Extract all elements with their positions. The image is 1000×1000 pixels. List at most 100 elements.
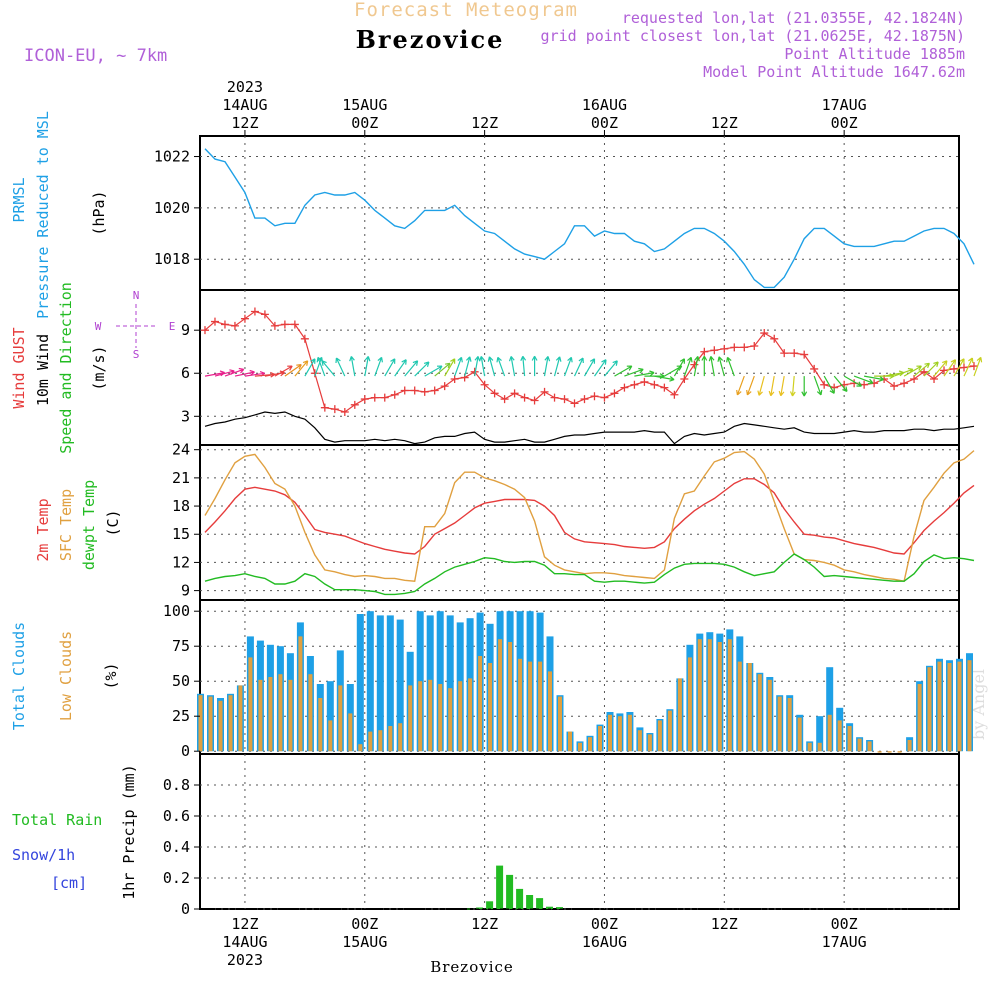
gust-marker: [410, 386, 419, 395]
wind-direction-arrow: [444, 358, 456, 377]
wind-direction-arrow: [913, 362, 930, 377]
gust-marker: [770, 334, 779, 343]
wind-direction-arrow: [321, 360, 336, 377]
low-cloud-bar: [538, 661, 543, 752]
wind-direction-arrow: [594, 359, 607, 377]
low-cloud-bar: [837, 720, 842, 752]
low-cloud-bar: [917, 684, 922, 752]
gust-marker: [780, 349, 789, 358]
wind-direction-arrow: [789, 376, 796, 397]
wind-direction-arrow: [573, 357, 584, 377]
low-cloud-bar: [687, 657, 692, 752]
watermark: by Angel: [969, 669, 988, 740]
y-tick-label: 3: [181, 407, 190, 425]
gust-marker: [360, 395, 369, 404]
gust-marker: [240, 314, 249, 323]
wind-direction-arrow: [479, 356, 486, 377]
low-cloud-bar: [657, 720, 662, 752]
wind-direction-arrow: [531, 355, 538, 377]
y-tick-label: 0: [181, 900, 190, 918]
y-tick-label: 18: [172, 497, 190, 515]
rain-bar: [486, 901, 494, 910]
total-cloud-bar: [396, 619, 404, 752]
temp-dewpt-label: dewpt Temp: [80, 480, 98, 570]
low-cloud-bar: [887, 751, 892, 753]
wind-direction-arrow: [708, 356, 715, 377]
gust-marker: [330, 405, 339, 414]
top-time-label: 00Z: [351, 114, 378, 132]
wind-direction-arrow: [693, 356, 700, 377]
low-cloud-bar: [198, 695, 203, 752]
wind-unit-label: (m/s): [90, 345, 108, 390]
low-cloud-bar: [498, 639, 503, 752]
low-cloud-bar: [368, 731, 373, 752]
gust-marker: [800, 350, 809, 359]
wind-direction-arrow: [284, 364, 302, 377]
gust-marker: [450, 374, 459, 383]
gust-marker: [680, 374, 689, 383]
wind-direction-arrow: [634, 370, 655, 377]
wind-direction-arrow: [801, 376, 808, 397]
low-cloud-bar: [448, 688, 453, 752]
top-time-label: 00Z: [831, 114, 858, 132]
rain-bar: [476, 907, 484, 909]
bottom-time-label: 16AUG: [582, 933, 627, 951]
gust-marker: [540, 387, 549, 396]
y-tick-label: 75: [172, 637, 190, 655]
wind-panel: [199, 289, 960, 446]
bottom-time-label: 14AUG: [222, 933, 267, 951]
gust-marker: [580, 395, 589, 404]
gust-marker: [590, 392, 599, 401]
gust-marker: [420, 387, 429, 396]
wind-direction-arrow: [224, 367, 245, 377]
wind-direction-arrow: [833, 375, 848, 392]
rain-bar: [496, 865, 504, 909]
rain-bar: [506, 874, 514, 909]
wind-direction-arrow: [464, 356, 472, 377]
low-cloud-bar: [817, 742, 822, 752]
gust-marker: [280, 320, 289, 329]
low-clouds-label: Low Clouds: [57, 631, 75, 721]
gust-marker: [860, 380, 869, 389]
low-cloud-bar: [777, 696, 782, 752]
gust-marker: [910, 374, 919, 383]
gust-marker: [600, 393, 609, 402]
low-cloud-bar: [717, 642, 722, 752]
wind-direction-arrow: [508, 356, 516, 377]
wind-10m-label: 10m Wind: [34, 334, 52, 406]
compass-cross: [116, 304, 156, 348]
gust-marker: [810, 364, 819, 373]
requested-coords: requested lon,lat (21.0355E, 42.1824N): [622, 9, 965, 27]
wind-direction-arrow: [943, 359, 957, 377]
wind-direction-arrow: [543, 356, 551, 377]
gust-marker: [700, 347, 709, 356]
low-cloud-bar: [697, 639, 702, 752]
precip-panel: [199, 753, 960, 910]
temp-2m-label: 2m Temp: [34, 498, 52, 561]
compass-e: E: [169, 320, 176, 333]
wind-direction-arrow: [335, 357, 346, 377]
rain-bar: [526, 895, 534, 909]
wind-direction-arrow: [374, 356, 383, 377]
low-cloud-bar: [558, 696, 562, 752]
low-cloud-bar: [268, 677, 273, 752]
total-cloud-bar: [826, 667, 834, 752]
wind-direction-arrow: [520, 355, 527, 377]
gust-marker: [570, 399, 579, 408]
low-cloud-bar: [627, 714, 632, 752]
gust-marker: [380, 393, 389, 402]
wind-direction-arrow: [294, 360, 309, 377]
compass-n: N: [133, 289, 140, 302]
gust-marker: [930, 374, 939, 383]
low-cloud-bar: [228, 695, 233, 752]
gust-marker: [520, 393, 529, 402]
gust-marker: [710, 346, 719, 355]
low-cloud-bar: [338, 685, 343, 752]
wind-direction-arrow: [414, 361, 430, 377]
low-cloud-bar: [488, 663, 493, 752]
gust-marker: [260, 310, 269, 319]
gust-marker: [490, 389, 499, 398]
wind-direction-arrow: [673, 358, 685, 377]
pressure-unit-label: (hPa): [90, 190, 108, 235]
